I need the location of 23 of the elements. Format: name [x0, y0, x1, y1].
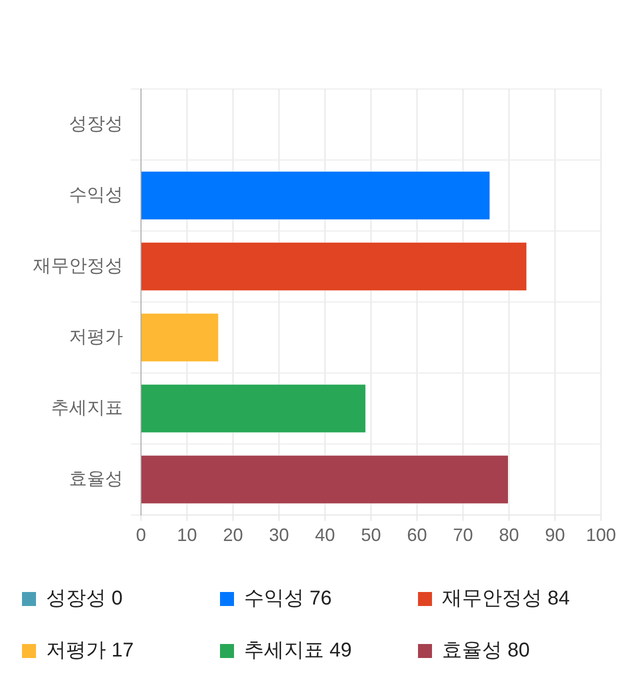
x-tick-label: 90	[544, 524, 566, 545]
y-tick-label: 성장성	[69, 113, 123, 134]
legend-label: 추세지표 49	[244, 640, 352, 662]
x-tick-label: 40	[314, 524, 336, 545]
x-tick-label: 100	[586, 524, 616, 545]
legend-label: 재무안정성 84	[442, 588, 570, 610]
legend-label: 저평가 17	[46, 640, 134, 662]
x-tick-label: 80	[498, 524, 520, 545]
x-tick-label: 0	[136, 524, 146, 545]
legend-label: 수익성 76	[244, 588, 332, 610]
y-tick-label: 저평가	[69, 326, 123, 346]
x-tick-label: 50	[360, 524, 382, 545]
y-tick-label: 추세지표	[51, 397, 123, 418]
x-tick-label: 10	[176, 524, 198, 545]
x-tick-label: 30	[268, 524, 290, 545]
legend-label: 성장성 0	[46, 588, 123, 610]
y-tick-label: 재무안정성	[33, 255, 123, 276]
legend-label: 효율성 80	[442, 640, 530, 662]
x-tick-label: 70	[452, 524, 474, 545]
y-tick-label: 효율성	[69, 468, 123, 488]
x-tick-label: 60	[406, 524, 428, 545]
y-tick-label: 수익성	[69, 184, 123, 204]
x-tick-label: 20	[222, 524, 244, 545]
